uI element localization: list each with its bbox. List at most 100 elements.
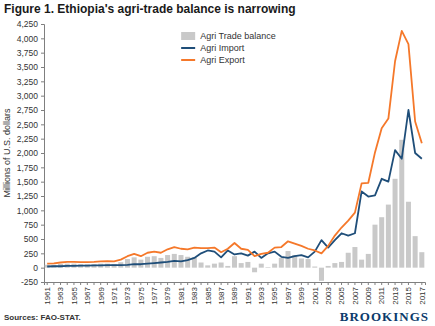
x-tick-mark	[207, 282, 208, 285]
x-tick: 1969	[96, 282, 105, 305]
x-tick-label: 1999	[297, 286, 306, 304]
x-tick	[267, 282, 268, 285]
title: Figure 1. Ethiopia's agri-trade balance …	[4, 2, 296, 16]
y-tick: 3,000	[17, 91, 44, 101]
bar	[259, 264, 264, 268]
x-tick	[160, 282, 161, 285]
x-tick	[294, 282, 295, 285]
x-tick: 2011	[377, 282, 386, 304]
bar	[239, 263, 244, 268]
bar	[419, 252, 424, 267]
x-tick	[321, 282, 322, 285]
x-tick: 2015	[404, 282, 413, 305]
x-tick-mark	[381, 282, 382, 285]
bar	[212, 264, 217, 268]
x-tick-mark	[73, 282, 74, 285]
x-tick-mark	[134, 282, 135, 285]
x-tick: 1985	[204, 282, 213, 305]
bar	[252, 268, 257, 273]
y-tick-label: 2,750	[17, 105, 39, 115]
x-tick-mark	[227, 282, 228, 285]
x-tick: 1987	[217, 282, 226, 305]
y-tick-mark	[41, 196, 44, 197]
x-tick-label: 1961	[43, 286, 52, 304]
x-tick-mark	[354, 282, 355, 285]
x-tick-label: 1971	[110, 286, 119, 304]
x-tick-mark	[267, 282, 268, 285]
bar	[245, 262, 250, 268]
x-tick-label: 1975	[137, 286, 146, 304]
x-tick-label: 2011	[377, 286, 386, 304]
x-tick: 1973	[123, 282, 132, 305]
x-tick: 1991	[244, 282, 253, 305]
x-tick	[374, 282, 375, 285]
x-tick-label: 1969	[96, 286, 105, 304]
x-tick-mark	[321, 282, 322, 285]
x-tick-mark	[261, 282, 262, 285]
y-tick-label: 4,000	[17, 34, 39, 44]
x-tick: 2005	[337, 282, 346, 305]
x-tick-mark	[308, 282, 309, 285]
y-tick-label: 1,500	[17, 177, 39, 187]
y-tick-label: 3,750	[17, 48, 39, 58]
bar	[279, 258, 284, 268]
x-tick-mark	[221, 282, 222, 285]
bar	[372, 225, 377, 268]
legend: Agri Trade balanceAgri ImportAgri Export	[181, 31, 276, 65]
x-tick-mark	[401, 282, 402, 285]
x-tick: 2003	[324, 282, 333, 305]
x-tick	[53, 282, 54, 285]
x-tick-label: 1985	[204, 286, 213, 304]
x-tick: 1983	[190, 282, 199, 305]
bar	[393, 179, 398, 268]
bar	[185, 257, 190, 268]
x-tick: 1965	[70, 282, 79, 305]
y-tick-mark	[41, 124, 44, 125]
y-tick: 3,750	[17, 48, 44, 58]
x-tick	[254, 282, 255, 285]
x-tick-label: 2003	[324, 286, 333, 304]
y-tick: 2,500	[17, 120, 44, 130]
x-tick-mark	[187, 282, 188, 285]
x-tick-mark	[53, 282, 54, 285]
bar	[205, 265, 210, 267]
y-tick-mark	[41, 81, 44, 82]
legend-label: Agri Import	[200, 43, 245, 53]
x-tick-mark	[201, 282, 202, 285]
x-tick	[348, 282, 349, 285]
y-tick-mark	[41, 153, 44, 154]
y-tick: 2,000	[17, 148, 44, 158]
x-tick-mark	[288, 282, 289, 285]
x-tick-mark	[194, 282, 195, 285]
x-tick-mark	[180, 282, 181, 285]
line	[47, 31, 422, 264]
bar	[346, 253, 351, 268]
x-tick-mark	[214, 282, 215, 285]
x-axis-line	[45, 283, 426, 286]
y-tick-mark	[41, 182, 44, 183]
y-tick-mark	[41, 96, 44, 97]
x-tick-mark	[334, 282, 335, 285]
bar	[352, 247, 357, 268]
bar	[125, 259, 130, 268]
y-tick-label: 0	[33, 263, 38, 273]
x-tick: 1963	[56, 282, 65, 305]
x-tick	[187, 282, 188, 285]
y-tick: 2,750	[17, 105, 44, 115]
x-tick-label: 2009	[364, 286, 373, 304]
bar	[145, 257, 150, 268]
bar	[386, 205, 391, 268]
legend-label: Agri Export	[200, 55, 245, 65]
x-tick-label: 1979	[163, 286, 172, 304]
legend-entry: Agri Import	[181, 43, 245, 53]
bar	[379, 217, 384, 267]
x-tick-label: 1993	[257, 286, 266, 304]
y-tick: 3,500	[17, 62, 44, 72]
x-tick-mark	[281, 282, 282, 285]
x-tick-mark	[421, 282, 422, 285]
x-tick	[334, 282, 335, 285]
x-tick: 1989	[230, 282, 239, 305]
x-tick-label: 1989	[230, 286, 239, 304]
x-tick-mark	[274, 282, 275, 285]
y-tick-mark	[41, 139, 44, 140]
